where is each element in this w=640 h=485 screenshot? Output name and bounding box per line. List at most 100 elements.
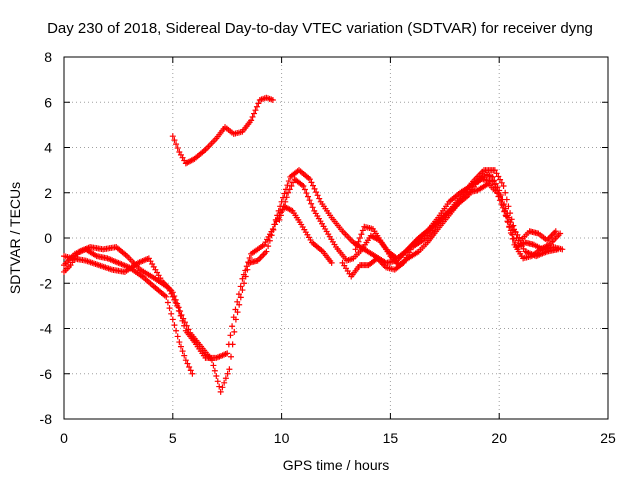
data-point [504, 210, 511, 217]
data-point [181, 319, 188, 326]
data-point [491, 167, 498, 174]
data-point [184, 360, 191, 367]
data-point [270, 226, 277, 233]
data-point [358, 231, 365, 238]
data-point [500, 182, 507, 189]
data-point [309, 204, 316, 211]
data-point [181, 352, 188, 359]
data-point [169, 133, 176, 140]
data-point [285, 178, 292, 185]
data-point [180, 315, 187, 322]
data-point [177, 343, 184, 350]
data-point [505, 214, 512, 221]
data-point [305, 193, 312, 200]
data-point [182, 357, 189, 364]
data-point [176, 339, 183, 346]
data-point [178, 311, 185, 318]
data-point [224, 370, 231, 377]
data-point [171, 293, 178, 300]
data-point [242, 273, 249, 280]
data-point [502, 205, 509, 212]
data-point [559, 246, 566, 253]
data-point [352, 246, 359, 253]
data-series-layer [61, 94, 566, 395]
data-point [501, 208, 508, 215]
x-tick-label: 0 [60, 430, 68, 446]
data-point [354, 242, 361, 249]
data-point [168, 310, 175, 317]
axis-ticks: 0 5 10 15 20 25 -8 -6 -4 -2 0 2 4 6 8 [40, 49, 616, 446]
data-series-arc-4 [169, 94, 276, 167]
data-point [552, 228, 559, 235]
x-tick-label: 10 [274, 430, 290, 446]
data-point [213, 373, 220, 380]
data-point [174, 300, 181, 307]
data-point [309, 182, 316, 189]
data-point [239, 287, 246, 294]
y-tick-label: -2 [40, 275, 53, 291]
data-point [169, 289, 176, 296]
data-point [496, 187, 503, 194]
data-point [211, 367, 218, 374]
data-point [498, 179, 505, 186]
data-point [494, 184, 501, 191]
data-point [166, 305, 173, 312]
data-point [174, 333, 181, 340]
data-point [187, 367, 194, 374]
data-point [216, 383, 223, 390]
data-point [229, 323, 236, 330]
data-point [164, 299, 171, 306]
data-point [210, 362, 217, 369]
data-point [173, 327, 180, 334]
data-point [280, 203, 287, 210]
data-point [356, 235, 363, 241]
data-point [502, 189, 509, 196]
data-point [306, 197, 313, 204]
data-point [255, 100, 262, 107]
data-point [248, 117, 255, 124]
x-axis-title: GPS time / hours [283, 457, 390, 473]
x-tick-label: 20 [491, 430, 507, 446]
y-tick-label: -6 [40, 366, 53, 382]
data-point [174, 145, 181, 152]
data-point [237, 294, 244, 301]
data-point [288, 182, 295, 189]
data-point [277, 212, 284, 219]
data-point [241, 280, 248, 287]
data-point [253, 103, 260, 110]
data-series-arc-7 [352, 171, 559, 269]
grid-lines [64, 57, 608, 419]
data-point [219, 384, 226, 391]
data-point [557, 230, 564, 237]
data-point [175, 304, 182, 311]
x-tick-label: 15 [383, 430, 399, 446]
data-point [507, 219, 514, 226]
data-point [311, 185, 318, 192]
data-point [493, 170, 500, 177]
y-tick-label: -8 [40, 411, 53, 427]
data-point [183, 322, 190, 329]
data-point [246, 254, 253, 261]
data-point [328, 259, 335, 266]
y-tick-label: 8 [44, 49, 52, 65]
data-point [497, 192, 504, 199]
data-point [495, 173, 502, 180]
data-point [221, 379, 228, 386]
data-point [308, 200, 315, 207]
data-point [497, 176, 504, 183]
data-point [179, 348, 186, 355]
data-point [217, 388, 224, 395]
data-point [263, 248, 270, 255]
data-series-arc-3 [61, 203, 335, 395]
data-point [234, 309, 241, 316]
y-tick-label: -4 [40, 321, 53, 337]
data-point [252, 107, 259, 114]
data-point [359, 227, 366, 234]
data-point [276, 216, 283, 223]
data-point [173, 141, 180, 148]
x-tick-label: 5 [169, 430, 177, 446]
data-point [355, 238, 362, 245]
data-series-arc-2 [61, 246, 196, 377]
data-point [308, 179, 315, 186]
